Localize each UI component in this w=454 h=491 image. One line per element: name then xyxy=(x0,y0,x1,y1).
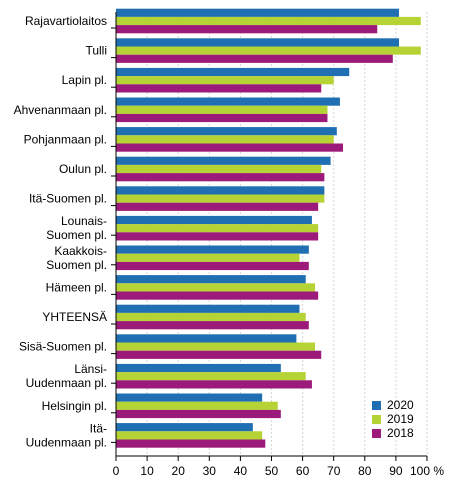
x-axis: 0 10 20 30 40 50 60 70 80 90 100 % xyxy=(113,12,444,478)
bar xyxy=(116,105,328,114)
category-labels: Rajavartiolaitos Tulli Lapin pl. Ahvenanmaa… xyxy=(14,14,116,449)
bar xyxy=(116,67,350,77)
bar xyxy=(116,439,266,448)
category-label: Ahvenanmaan pl. xyxy=(14,103,107,117)
category-label: Sisä-Suomen pl. xyxy=(19,340,107,354)
bar xyxy=(116,275,306,284)
x-tick-label: 10 xyxy=(140,464,154,478)
bar xyxy=(116,16,421,26)
bar xyxy=(116,253,300,262)
category-label: Hämeen pl. xyxy=(46,280,107,294)
bar xyxy=(116,186,325,195)
bar xyxy=(116,224,319,233)
bar xyxy=(116,393,263,402)
bars xyxy=(116,8,421,448)
bar xyxy=(116,261,309,271)
legend-swatch xyxy=(372,429,381,438)
category-label: Länsi-Uudenmaan pl. xyxy=(26,362,107,390)
bar xyxy=(116,143,344,152)
category-label: Pohjanmaan pl. xyxy=(24,132,107,146)
bar xyxy=(116,194,325,203)
bar xyxy=(116,156,331,165)
bar xyxy=(116,54,393,63)
bar xyxy=(116,173,325,182)
x-tick-label: 90 xyxy=(389,464,403,478)
x-tick-label: 60 xyxy=(296,464,310,478)
bar xyxy=(116,380,312,389)
bar xyxy=(116,350,322,359)
category-label: Rajavartiolaitos xyxy=(25,14,107,28)
bar xyxy=(116,245,309,254)
bar xyxy=(116,283,316,292)
category-label: Itä-Suomen pl. xyxy=(29,192,107,206)
bar xyxy=(116,8,400,17)
bar xyxy=(116,401,278,410)
legend-swatch xyxy=(372,401,381,410)
bar xyxy=(116,291,319,300)
bar xyxy=(116,97,340,106)
category-label: YHTEENSÄ xyxy=(42,310,107,324)
bar xyxy=(116,135,334,144)
bar xyxy=(116,409,281,419)
legend-label: 2018 xyxy=(387,426,414,440)
x-tick-label: 70 xyxy=(327,464,341,478)
bar xyxy=(116,25,378,34)
bar xyxy=(116,423,253,432)
bar xyxy=(116,164,322,174)
bar xyxy=(116,372,306,381)
category-label: Oulun pl. xyxy=(59,162,107,176)
legend-label: 2019 xyxy=(387,412,414,426)
bar xyxy=(116,215,312,225)
bar xyxy=(116,113,328,123)
bar xyxy=(116,363,281,373)
category-label: Tulli xyxy=(85,44,107,58)
bar xyxy=(116,342,316,351)
bar xyxy=(116,232,319,241)
bar xyxy=(116,76,334,85)
bar xyxy=(116,202,319,211)
legend-swatch xyxy=(372,415,381,424)
x-tick-label: 80 xyxy=(358,464,372,478)
bar xyxy=(116,46,421,55)
x-tick-label: 30 xyxy=(203,464,217,478)
category-label: Lounais-Suomen pl. xyxy=(46,214,107,242)
x-tick-label: 0 xyxy=(113,464,120,478)
x-tick-label: 100 % xyxy=(410,464,444,478)
bar xyxy=(116,334,297,343)
x-tick-label: 50 xyxy=(265,464,279,478)
bar xyxy=(116,127,337,136)
category-label: Itä-Uudenmaan pl. xyxy=(26,421,107,449)
x-tick-label: 20 xyxy=(172,464,186,478)
category-label: Kaakkois-Suomen pl. xyxy=(46,244,107,272)
bar xyxy=(116,38,400,47)
legend-label: 2020 xyxy=(387,398,414,412)
category-label: Helsingin pl. xyxy=(42,399,107,413)
bar xyxy=(116,431,263,440)
bar xyxy=(116,321,309,330)
bar xyxy=(116,304,300,313)
bar xyxy=(116,312,306,322)
bar xyxy=(116,84,322,93)
category-label: Lapin pl. xyxy=(62,73,107,87)
x-tick-label: 40 xyxy=(234,464,248,478)
